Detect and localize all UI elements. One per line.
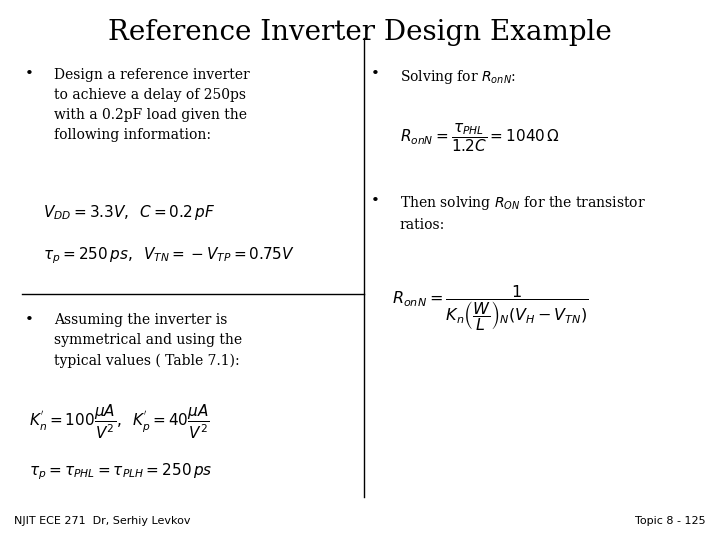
Text: •: • [25, 68, 34, 82]
Text: Topic 8 - 125: Topic 8 - 125 [635, 516, 706, 526]
Text: Assuming the inverter is
symmetrical and using the
typical values ( Table 7.1):: Assuming the inverter is symmetrical and… [54, 313, 242, 368]
Text: $R_{onN} = \dfrac{1}{K_n\left(\dfrac{W}{L}\right)_N (V_{H} - V_{TN})}$: $R_{onN} = \dfrac{1}{K_n\left(\dfrac{W}{… [392, 284, 589, 334]
Text: •: • [371, 194, 379, 208]
Text: Reference Inverter Design Example: Reference Inverter Design Example [108, 19, 612, 46]
Text: $\tau_p = 250\,ps,\;\; V_{TN} = -V_{TP} = 0.75V$: $\tau_p = 250\,ps,\;\; V_{TN} = -V_{TP} … [43, 246, 295, 266]
Text: Design a reference inverter
to achieve a delay of 250ps
with a 0.2pF load given : Design a reference inverter to achieve a… [54, 68, 250, 141]
Text: •: • [25, 313, 34, 327]
Text: Solving for $R_{onN}$:: Solving for $R_{onN}$: [400, 68, 516, 85]
Text: $\tau_p = \tau_{PHL} = \tau_{PLH} = 250\,ps$: $\tau_p = \tau_{PHL} = \tau_{PLH} = 250\… [29, 462, 212, 482]
Text: •: • [371, 68, 379, 82]
Text: $R_{onN} = \dfrac{\tau_{PHL}}{1.2C} = 1040\,\Omega$: $R_{onN} = \dfrac{\tau_{PHL}}{1.2C} = 10… [400, 122, 559, 154]
Text: $K_n^{'} = 100\dfrac{\mu A}{V^2},\;\; K_p^{'} = 40\dfrac{\mu A}{V^2}$: $K_n^{'} = 100\dfrac{\mu A}{V^2},\;\; K_… [29, 402, 210, 441]
Text: Then solving $R_{ON}$ for the transistor
ratios:: Then solving $R_{ON}$ for the transistor… [400, 194, 646, 232]
Text: NJIT ECE 271  Dr, Serhiy Levkov: NJIT ECE 271 Dr, Serhiy Levkov [14, 516, 191, 526]
Text: $V_{DD} = 3.3V,\;\; C = 0.2\,pF$: $V_{DD} = 3.3V,\;\; C = 0.2\,pF$ [43, 202, 215, 221]
